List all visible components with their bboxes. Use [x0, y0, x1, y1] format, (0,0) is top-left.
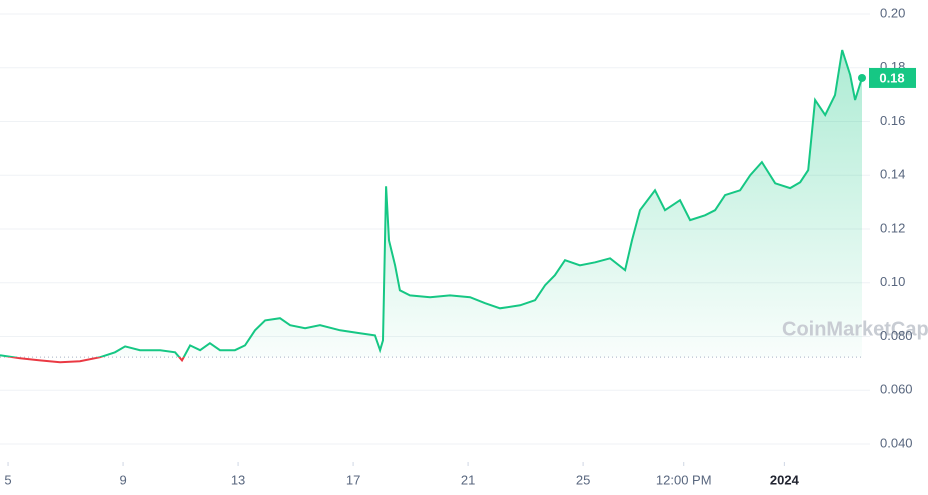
y-tick-label: 0.20: [880, 5, 905, 20]
y-tick-label: 0.060: [880, 382, 913, 397]
watermark: CoinMarketCap: [782, 318, 928, 340]
area: [0, 50, 862, 358]
last-point: [858, 73, 866, 82]
x-tick-label: 17: [346, 472, 360, 487]
x-tick-label: 9: [119, 472, 126, 487]
y-tick-label: 0.10: [880, 274, 905, 289]
x-tick-label: 13: [231, 472, 245, 487]
x-tick-label: 2024: [770, 472, 800, 487]
x-tick-label: 12:00 PM: [656, 472, 712, 487]
y-tick-label: 0.14: [880, 167, 905, 182]
y-tick-label: 0.16: [880, 113, 905, 128]
y-tick-label: 0.040: [880, 435, 913, 450]
x-tick-label: 25: [576, 472, 590, 487]
y-tick-label: 0.080: [880, 328, 913, 343]
price-tag: [869, 67, 916, 88]
x-tick-label: 5: [4, 472, 11, 487]
x-tick-label: 21: [461, 472, 475, 487]
price-line: [0, 49, 863, 358]
price-tag-label: 0.18: [879, 70, 904, 85]
y-tick-label: 0.12: [880, 220, 905, 235]
